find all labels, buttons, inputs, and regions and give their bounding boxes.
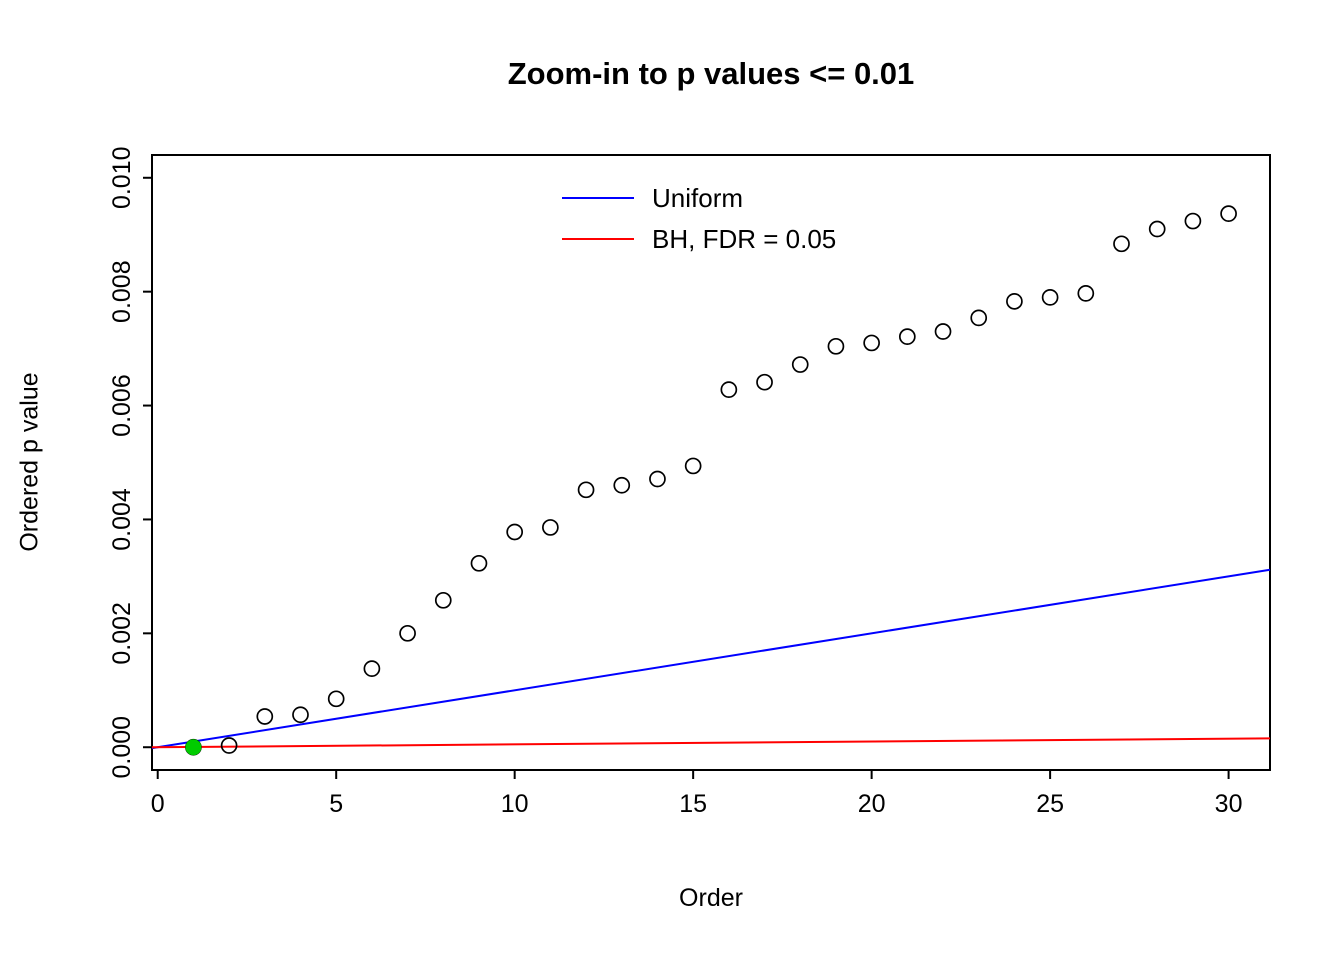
series-line-0 <box>151 568 1271 750</box>
x-tick-label: 25 <box>1036 790 1064 818</box>
y-tick-label: 0.000 <box>108 716 136 779</box>
y-tick-label: 0.010 <box>108 146 136 209</box>
highlight-point <box>185 739 202 756</box>
x-tick-label: 20 <box>858 790 886 818</box>
data-point <box>363 660 381 677</box>
y-tick-label: 0.006 <box>108 374 136 437</box>
data-point <box>1184 212 1202 230</box>
data-point <box>863 334 880 352</box>
series-line-1 <box>151 737 1271 749</box>
data-point <box>470 554 488 572</box>
data-point <box>649 470 666 488</box>
data-point <box>970 309 988 327</box>
data-point <box>1041 289 1059 306</box>
data-point <box>898 328 916 346</box>
data-point <box>577 481 595 499</box>
data-point <box>720 381 738 398</box>
data-point <box>1148 220 1166 238</box>
data-point <box>1077 285 1095 302</box>
data-point <box>684 457 702 475</box>
data-point <box>327 690 345 708</box>
plot-box <box>151 154 1271 771</box>
y-tick-label: 0.002 <box>108 602 136 665</box>
legend-label-1: BH, FDR = 0.05 <box>652 224 836 254</box>
data-point <box>756 373 773 391</box>
x-tick-label: 5 <box>329 790 343 818</box>
y-axis-title: Ordered p value <box>15 372 44 552</box>
data-point <box>1006 292 1023 310</box>
data-point <box>220 737 238 754</box>
data-point <box>292 706 309 724</box>
y-tick-label: 0.004 <box>108 488 136 551</box>
legend-label-0: Uniform <box>652 183 743 213</box>
x-tick-label: 10 <box>501 790 529 818</box>
data-point <box>1113 235 1130 253</box>
y-tick-label: 0.008 <box>108 260 136 323</box>
data-point <box>506 523 524 541</box>
data-point <box>542 519 559 536</box>
data-point <box>827 337 845 355</box>
data-point <box>934 323 952 340</box>
x-tick-label: 0 <box>151 790 165 818</box>
data-point <box>613 476 631 494</box>
data-point <box>399 624 416 642</box>
x-tick-label: 15 <box>679 790 707 818</box>
x-axis-title: Order <box>679 884 743 912</box>
x-tick-label: 30 <box>1215 790 1243 818</box>
data-point <box>434 591 452 609</box>
chart-title: Zoom-in to p values <= 0.01 <box>507 56 915 91</box>
data-point <box>256 708 274 725</box>
data-point <box>791 356 809 373</box>
data-point <box>1220 205 1237 223</box>
